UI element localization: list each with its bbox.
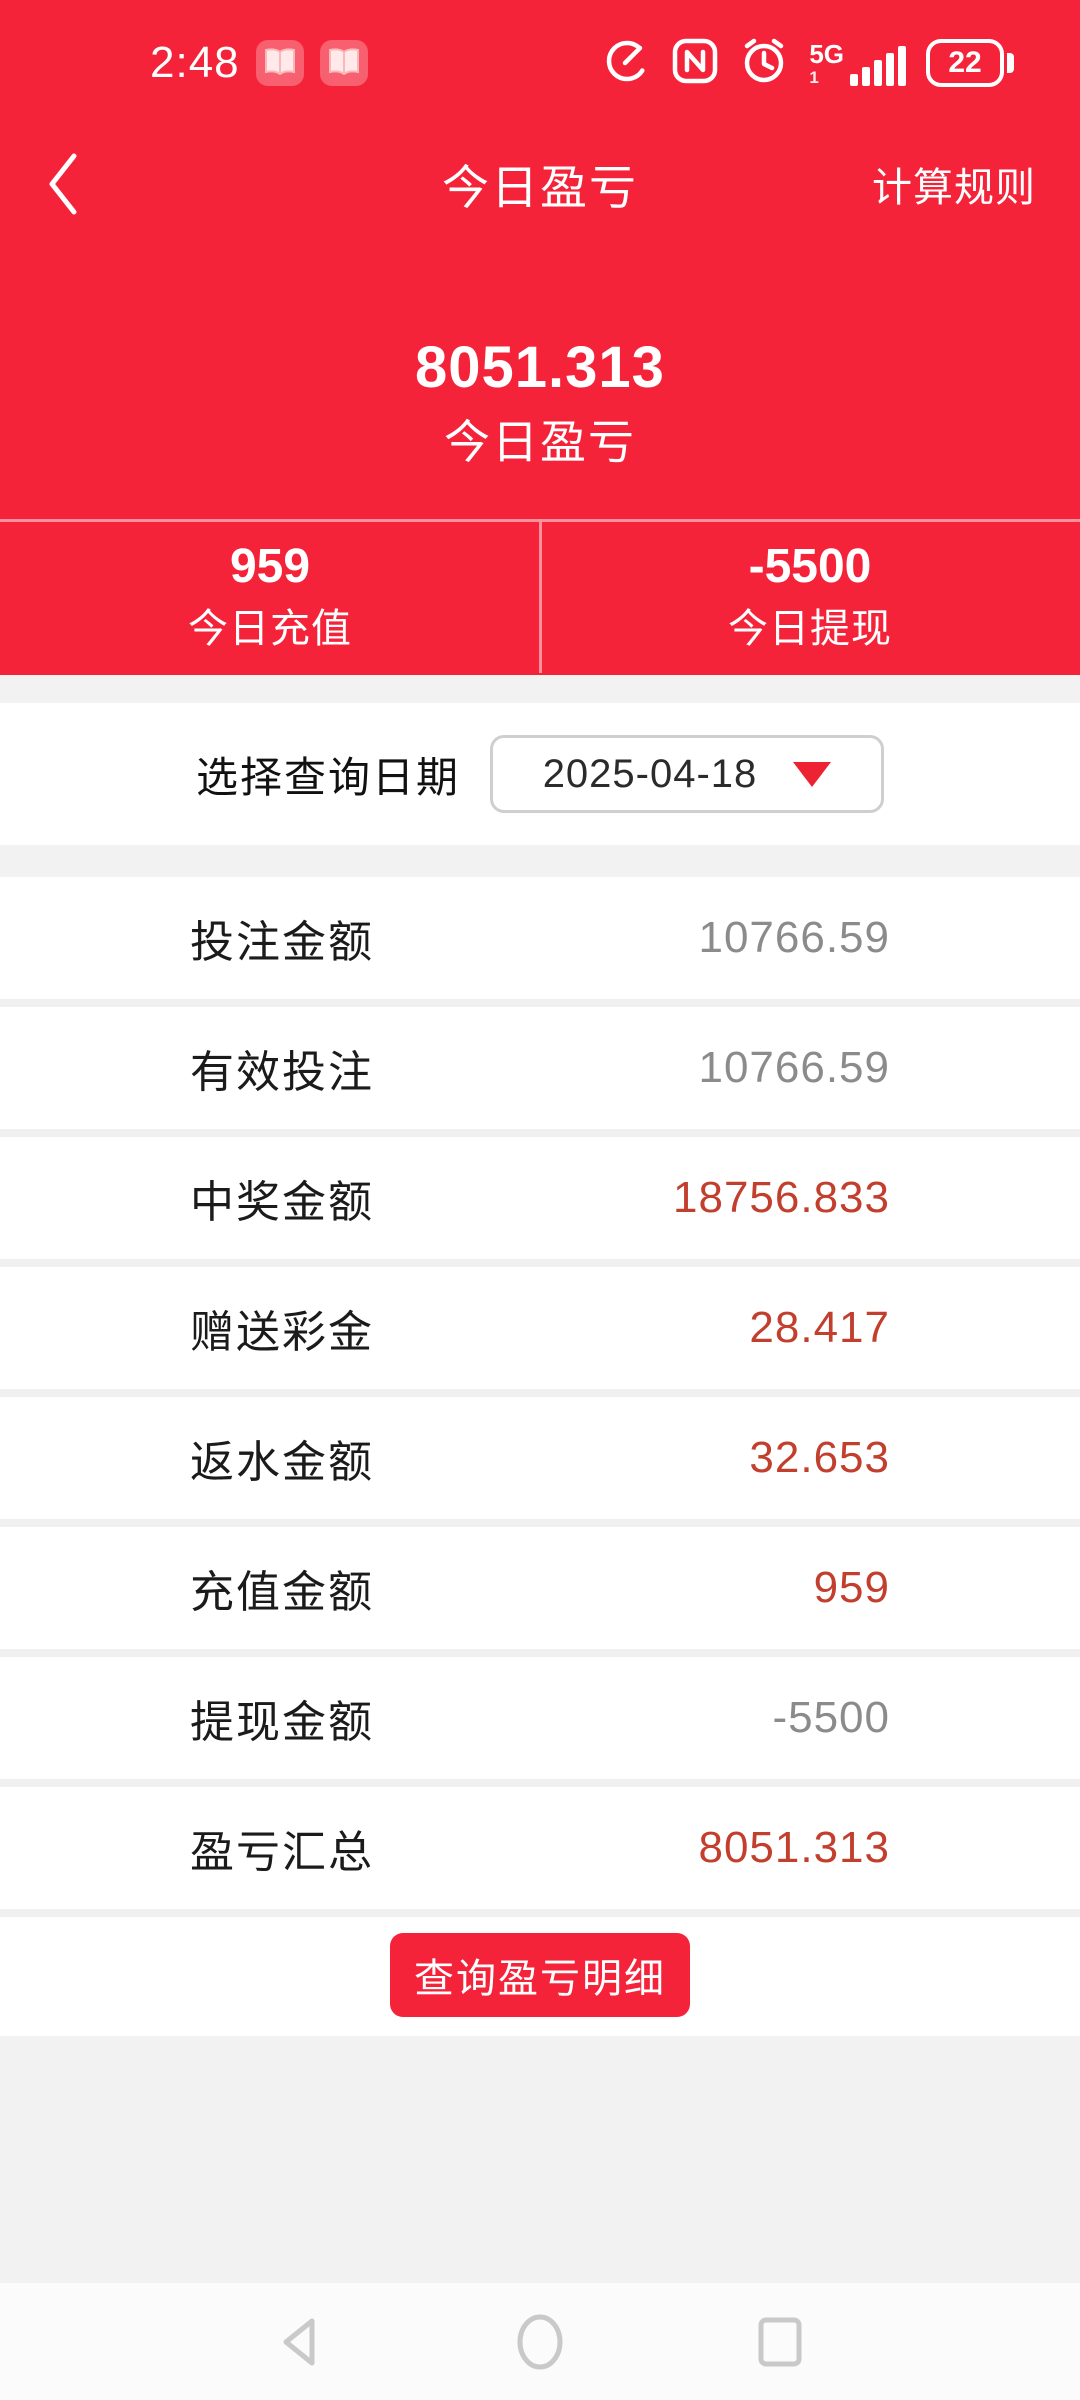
table-row: 盈亏汇总 8051.313: [0, 1787, 1080, 1909]
row-label: 中奖金额: [190, 1178, 374, 1227]
query-pnl-details-button[interactable]: 查询盈亏明细: [390, 1933, 690, 2017]
title-bar: 今日盈亏 计算规则: [0, 100, 1080, 225]
row-label: 有效投注: [190, 1048, 374, 1097]
battery-percent: 22: [948, 46, 982, 79]
row-value: 8051.313: [698, 1823, 890, 1872]
date-picker-label: 选择查询日期: [195, 753, 460, 801]
spacer-strip: [0, 845, 1080, 877]
row-value: 959: [813, 1563, 890, 1612]
hero-summary: 8051.313 今日盈亏: [0, 329, 1080, 473]
status-bar-right: 5G 1 22: [603, 37, 1014, 90]
table-row: 返水金额 32.653: [0, 1397, 1080, 1519]
today-deposit-value: 959: [229, 540, 311, 593]
spacer-strip: [0, 675, 1080, 703]
row-value: 18756.833: [673, 1173, 890, 1222]
table-row: 充值金额 959: [0, 1527, 1080, 1649]
date-picker-value: 2025-04-18: [542, 751, 758, 796]
today-withdrawal-stat: -5500 今日提现: [540, 522, 1080, 673]
back-button[interactable]: [42, 150, 86, 218]
date-picker-row: 选择查询日期 2025-04-18: [0, 703, 1080, 845]
empty-gray-area: [0, 2036, 1080, 2283]
today-deposit-label: 今日充值: [188, 607, 352, 651]
pnl-table: 投注金额 10766.59 有效投注 10766.59 中奖金额 18756.8…: [0, 877, 1080, 1917]
status-bar-left: 2:48: [150, 38, 368, 88]
today-withdrawal-label: 今日提现: [728, 607, 892, 651]
recents-square-icon[interactable]: [750, 2312, 810, 2372]
book-icon: [255, 40, 304, 86]
back-triangle-icon[interactable]: [270, 2312, 330, 2372]
date-picker-select[interactable]: 2025-04-18: [490, 735, 884, 813]
table-row: 有效投注 10766.59: [0, 1007, 1080, 1129]
book-icon: [319, 40, 368, 86]
chevron-down-icon: [793, 761, 832, 787]
table-row: 中奖金额 18756.833: [0, 1137, 1080, 1259]
page-title: 今日盈亏: [442, 161, 638, 214]
row-label: 赠送彩金: [190, 1308, 374, 1357]
stats-row: 959 今日充值 -5500 今日提现: [0, 522, 1080, 673]
row-separator: [0, 1519, 1080, 1527]
red-header: 2:48: [0, 0, 1080, 675]
row-label: 提现金额: [190, 1698, 374, 1747]
calculation-rules-link[interactable]: 计算规则: [872, 165, 1036, 210]
row-separator: [0, 1389, 1080, 1397]
row-label: 盈亏汇总: [190, 1828, 374, 1877]
row-value: 10766.59: [698, 913, 890, 962]
today-pnl-value: 8051.313: [415, 335, 665, 400]
today-deposit-stat: 959 今日充值: [0, 522, 540, 673]
row-separator: [0, 1909, 1080, 1917]
system-navigation-bar: [0, 2283, 1080, 2400]
row-label: 投注金额: [190, 918, 374, 967]
row-value: 10766.59: [698, 1043, 890, 1092]
row-separator: [0, 1259, 1080, 1267]
table-row: 投注金额 10766.59: [0, 877, 1080, 999]
row-separator: [0, 1129, 1080, 1137]
stats-divider: [539, 522, 542, 673]
status-bar: 2:48: [0, 0, 1080, 100]
table-row: 赠送彩金 28.417: [0, 1267, 1080, 1389]
speedometer-icon: [603, 37, 651, 90]
nfc-icon: [671, 37, 719, 90]
row-value: 28.417: [749, 1303, 890, 1352]
table-row: 提现金额 -5500: [0, 1657, 1080, 1779]
signal-icon: 5G 1: [809, 41, 906, 86]
row-separator: [0, 999, 1080, 1007]
row-label: 充值金额: [190, 1568, 374, 1617]
battery-icon: 22: [926, 39, 1014, 87]
header-divider: [0, 519, 1080, 522]
button-section: 查询盈亏明细: [0, 1917, 1080, 2036]
today-pnl-label: 今日盈亏: [444, 416, 636, 468]
row-value: -5500: [772, 1693, 890, 1742]
row-separator: [0, 1779, 1080, 1787]
signal-bars: [850, 45, 906, 86]
row-value: 32.653: [749, 1433, 890, 1482]
row-label: 返水金额: [190, 1438, 374, 1487]
sim-indicator: 1: [809, 67, 819, 87]
alarm-icon: [739, 37, 789, 90]
clock-text: 2:48: [150, 38, 240, 87]
row-separator: [0, 1649, 1080, 1657]
today-withdrawal-value: -5500: [748, 540, 872, 593]
network-type-label: 5G: [809, 38, 844, 69]
home-circle-icon[interactable]: [510, 2312, 570, 2372]
